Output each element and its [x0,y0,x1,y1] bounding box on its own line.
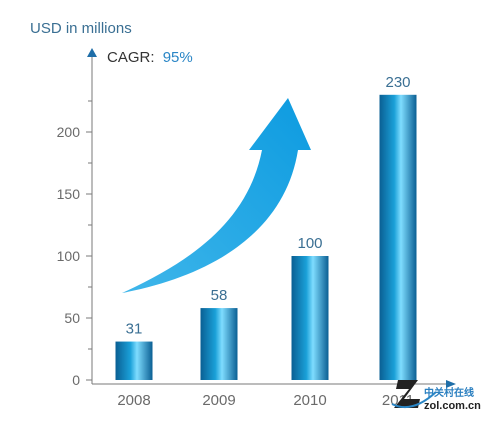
watermark-cn: 中关村在线 [424,386,474,399]
x-tick-label-2009: 2009 [202,392,235,409]
cagr-value: 95% [163,49,193,66]
y-tick-label: 150 [57,186,81,202]
bar-2009 [200,308,238,380]
zol-logo-swoosh-icon [391,391,437,408]
data-label-2008: 31 [126,321,143,338]
y-axis-arrow-icon [87,48,97,57]
bar-2010 [291,256,329,380]
y-axis-title: USD in millions [30,20,132,37]
data-labels: 31 58 100 230 [126,74,411,338]
bar-2011 [379,94,417,381]
x-axis-arrow-icon [446,380,456,388]
cagr-annotation: CAGR: 95% [107,49,193,66]
data-label-2009: 58 [211,287,228,304]
y-tick-label: 0 [72,372,80,388]
watermark-url: zol.com.cn [424,400,481,412]
x-tick-label-2008: 2008 [117,392,150,409]
y-tick-label: 50 [64,310,80,326]
bars [115,94,417,381]
x-tick-label-2010: 2010 [293,392,326,409]
y-axis-ticks: 0 50 100 150 200 [57,100,92,388]
y-tick-label: 200 [57,124,81,140]
data-label-2010: 100 [297,235,322,252]
x-axis-labels: 2008 2009 2010 2011 [117,392,414,409]
axes [87,48,456,388]
data-label-2011: 230 [385,74,410,91]
growth-arrow-icon [122,98,311,293]
zol-logo-icon [394,380,420,408]
bar-2008 [115,341,153,380]
cagr-label: CAGR: [107,49,155,66]
watermark: 中关村在线 zol.com.cn [391,380,481,412]
y-tick-label: 100 [57,248,81,264]
